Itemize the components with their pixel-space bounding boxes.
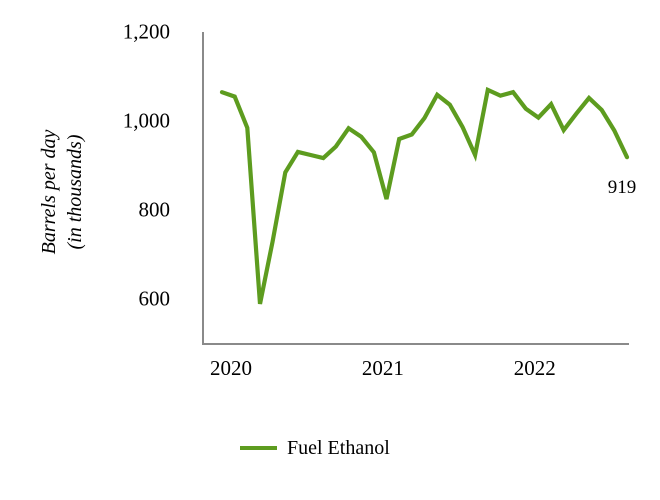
legend: Fuel Ethanol — [240, 438, 390, 458]
y-tick-label: 800 — [138, 197, 171, 222]
y-axis-title-line2: (in thousands) — [64, 134, 86, 250]
y-axis-title-line1: Barrels per day — [38, 129, 60, 255]
last-value-label: 919 — [607, 177, 637, 199]
y-tick-label: 600 — [138, 286, 171, 311]
fuel-ethanol-series-line — [219, 86, 630, 305]
y-axis-title: Barrels per day (in thousands) — [36, 130, 88, 255]
x-tick-label: 2021 — [361, 356, 404, 380]
y-tick-label: 1,000 — [122, 108, 170, 133]
legend-line-swatch — [240, 446, 277, 450]
y-tick-label: 1,200 — [122, 19, 170, 44]
axis-lines — [202, 32, 629, 345]
x-tick-label: 2020 — [210, 356, 252, 380]
legend-label: Fuel Ethanol — [287, 437, 390, 459]
x-tick-label: 2022 — [513, 356, 556, 380]
